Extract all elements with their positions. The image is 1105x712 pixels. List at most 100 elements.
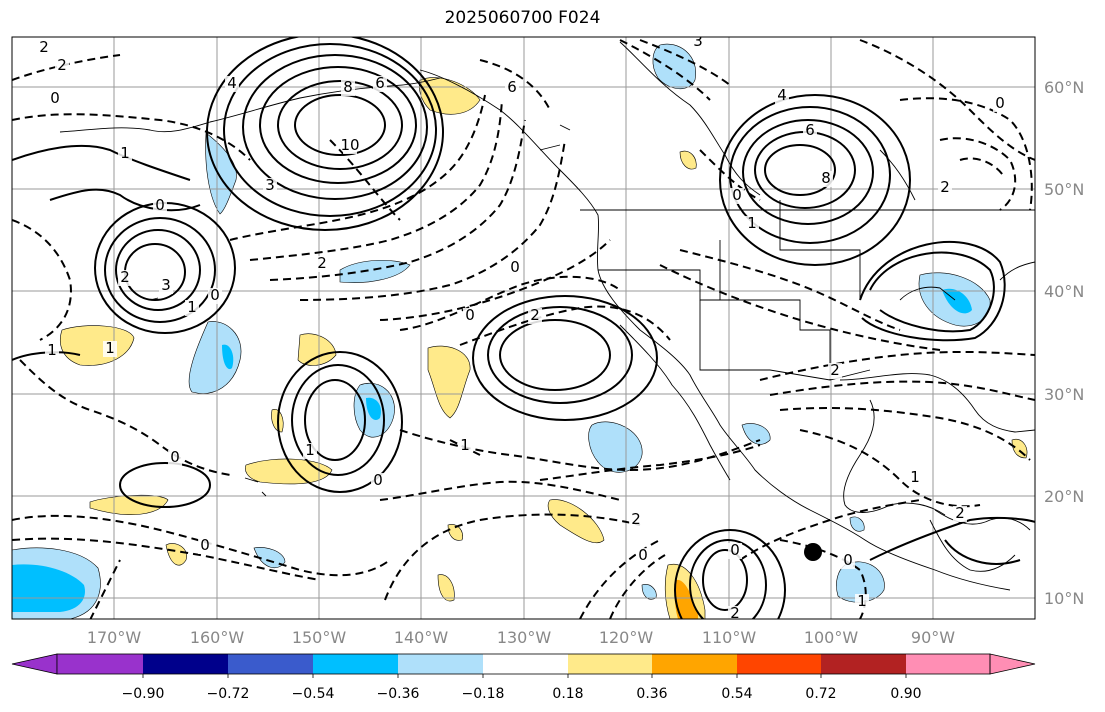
colorbar-tick-label: 0.36 bbox=[636, 686, 667, 702]
contour-label-bg bbox=[508, 260, 522, 276]
contour-label: 0 bbox=[200, 536, 210, 554]
colorbar-tick-label: −0.18 bbox=[462, 686, 505, 702]
contour-label-bg bbox=[45, 343, 59, 359]
shade-blue-e bbox=[652, 43, 697, 90]
colorbar-tick-label: 0.54 bbox=[721, 686, 752, 702]
map-frame bbox=[11, 36, 1036, 620]
contour-label-bg bbox=[37, 40, 51, 56]
contour-label-bg bbox=[953, 506, 967, 522]
colorbar-segment bbox=[57, 654, 143, 674]
lon-tick-label: 150°W bbox=[292, 628, 347, 647]
contour-label-bg bbox=[775, 88, 789, 104]
contour-label-bg bbox=[341, 80, 355, 96]
contour-label: 1 bbox=[47, 341, 57, 359]
contour-label: 0 bbox=[465, 306, 475, 324]
contour-label: 4 bbox=[227, 74, 237, 92]
contour-label-bg bbox=[855, 594, 869, 610]
lat-tick-label: 30°N bbox=[1044, 385, 1084, 404]
contour-label-bg bbox=[458, 438, 472, 454]
contour-label-bg bbox=[636, 548, 650, 564]
contour-label: 0 bbox=[50, 89, 60, 107]
contour-label-bg bbox=[185, 300, 199, 316]
contour-label: 2 bbox=[631, 510, 641, 528]
colorbar-tick-label: −0.90 bbox=[122, 686, 165, 702]
contour-label: 2 bbox=[730, 604, 740, 622]
shaded-fields bbox=[12, 43, 1028, 619]
contour-label-bg bbox=[263, 178, 277, 194]
lon-tick-label: 90°W bbox=[911, 628, 955, 647]
contour-label: 0 bbox=[843, 551, 853, 569]
colorbar-segment bbox=[143, 654, 228, 674]
contour-label-bg bbox=[373, 76, 387, 92]
shade-blue-j bbox=[253, 547, 286, 569]
colorbar-segment bbox=[398, 654, 483, 674]
colorbar-extend-min bbox=[11, 653, 58, 675]
shade-yellow-j bbox=[437, 574, 455, 602]
contour-label-bg bbox=[841, 553, 855, 569]
contour-label: 0 bbox=[732, 186, 742, 204]
colorbar-tick-label: −0.54 bbox=[292, 686, 335, 702]
lat-tick-label: 20°N bbox=[1044, 487, 1084, 506]
contour-label-bg bbox=[371, 473, 385, 489]
shade-deep-blue-sw bbox=[12, 564, 85, 612]
contour-label-bg bbox=[505, 80, 519, 96]
shade-yellow-f bbox=[547, 499, 605, 544]
shade-blue-h-core bbox=[942, 288, 972, 314]
contour-label: 4 bbox=[777, 86, 787, 104]
shade-yellow-i bbox=[165, 543, 187, 566]
latitude-tick-labels: 60°N 50°N 40°N 30°N 20°N 10°N bbox=[1044, 78, 1084, 608]
contour-label: 1 bbox=[857, 592, 867, 610]
shade-blue-b bbox=[188, 321, 242, 394]
lon-tick-label: 140°W bbox=[394, 628, 449, 647]
coastlines bbox=[59, 41, 1035, 591]
colorbar-tick-label: 0.18 bbox=[552, 686, 583, 702]
contour-label: 0 bbox=[995, 94, 1005, 112]
shade-yellow-l bbox=[679, 150, 697, 170]
contour-label: 1 bbox=[105, 339, 115, 357]
colorbar-tick-label: −0.72 bbox=[207, 686, 250, 702]
shade-yellow-k bbox=[447, 524, 463, 541]
colorbar-segment bbox=[821, 654, 906, 674]
contour-label: 2 bbox=[120, 268, 130, 286]
lon-tick-label: 120°W bbox=[599, 628, 654, 647]
contour-label-bg bbox=[198, 538, 212, 554]
contour-label: 0 bbox=[170, 448, 180, 466]
contour-label-bg bbox=[315, 256, 329, 272]
contour-label: 2 bbox=[39, 38, 49, 56]
location-marker bbox=[804, 543, 822, 561]
contour-label-bg bbox=[528, 308, 542, 324]
contour-label-bg bbox=[118, 270, 132, 286]
colorbar-tick-label: 0.90 bbox=[890, 686, 921, 702]
contour-label-bg bbox=[225, 76, 239, 92]
colorbar-segment bbox=[568, 654, 652, 674]
contour-label: 0 bbox=[730, 541, 740, 559]
colorbar-segment bbox=[483, 654, 568, 674]
lat-tick-label: 40°N bbox=[1044, 282, 1084, 301]
contour-label: 2 bbox=[317, 254, 327, 272]
lon-tick-label: 100°W bbox=[804, 628, 859, 647]
lon-tick-label: 170°W bbox=[87, 628, 142, 647]
longitude-tick-labels: 170°W 160°W 150°W 140°W 130°W 120°W 110°W 100°W… bbox=[87, 628, 955, 647]
colorbar-segment bbox=[652, 654, 737, 674]
contour-label-bg bbox=[103, 341, 117, 357]
contour-label-bg bbox=[730, 188, 744, 204]
contour-label-bg bbox=[159, 278, 173, 294]
colorbar-tick-label: −0.36 bbox=[377, 686, 420, 702]
contour-label-bg bbox=[343, 138, 357, 154]
graticule bbox=[12, 37, 1035, 619]
contour-label: 2 bbox=[57, 56, 67, 74]
contour-label: 1 bbox=[305, 441, 315, 459]
shade-yellow-b bbox=[297, 333, 337, 366]
contour-label: 3 bbox=[161, 276, 171, 294]
colorbar-tick-label: 0.72 bbox=[805, 686, 836, 702]
contour-label: 2 bbox=[940, 178, 950, 196]
contour-label-bg bbox=[691, 37, 705, 50]
lon-tick-label: 160°W bbox=[190, 628, 245, 647]
contours-positive bbox=[12, 37, 1035, 619]
contour-label-bg bbox=[938, 180, 952, 196]
lat-tick-label: 10°N bbox=[1044, 589, 1084, 608]
shade-blue-b-core bbox=[222, 344, 234, 370]
lat-tick-label: 50°N bbox=[1044, 180, 1084, 199]
